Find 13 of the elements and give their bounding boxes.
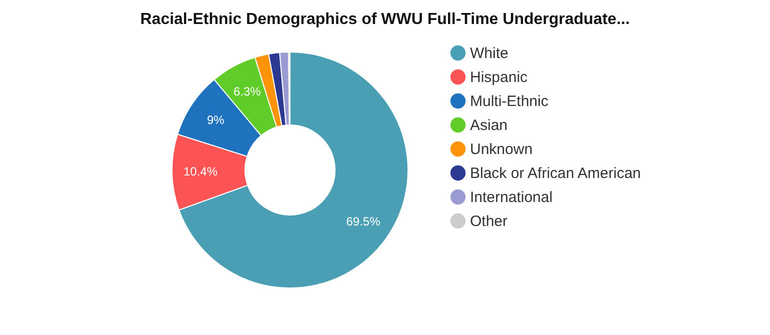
data-label: 9%	[206, 113, 225, 128]
data-label: 6.3%	[233, 84, 262, 98]
legend-label: Unknown	[470, 141, 533, 158]
legend-label: Multi-Ethnic	[470, 93, 549, 110]
legend-label: White	[470, 45, 508, 62]
chart-title: Racial-Ethnic Demographics of WWU Full-Time Undergraduate...	[140, 11, 630, 28]
data-label: 69.5%	[346, 214, 381, 228]
legend-label: International	[470, 189, 553, 206]
legend-label: Black or African American	[470, 165, 641, 182]
legend-label: Hispanic	[470, 69, 528, 86]
data-label: 10.4%	[184, 164, 218, 179]
legend-label: Asian	[470, 117, 508, 134]
legend-label: Other	[470, 213, 508, 230]
